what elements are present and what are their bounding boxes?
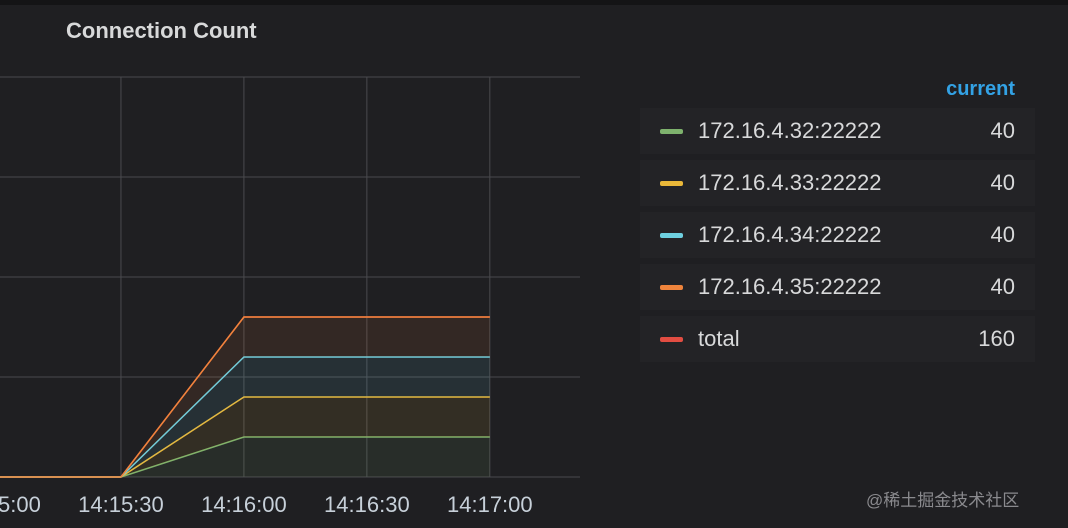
- top-band: [0, 0, 1068, 5]
- area-fill: [0, 397, 490, 477]
- legend-header: current: [946, 78, 1015, 100]
- legend-row: 172.16.4.32:22222 40: [640, 108, 1035, 154]
- x-tick-label: 14:16:00: [201, 492, 287, 517]
- x-tick-label: 14:15:00: [0, 492, 41, 517]
- legend-name: total: [698, 326, 740, 351]
- series-line: [0, 316, 490, 478]
- chart-title: Connection Count: [66, 18, 257, 43]
- x-tick-label: 14:15:30: [78, 492, 164, 517]
- legend-value: 160: [978, 326, 1015, 351]
- watermark: @稀土掘金技术社区: [866, 491, 1020, 510]
- legend-name: 172.16.4.32:22222: [698, 118, 882, 143]
- legend-value: 40: [990, 118, 1015, 143]
- legend-swatch: [660, 337, 683, 342]
- legend-name: 172.16.4.33:22222: [698, 170, 882, 195]
- legend-swatch: [660, 285, 683, 290]
- chart: Connection Count 14:15:00 14:15:30 14:16:0…: [0, 18, 580, 517]
- legend: current 172.16.4.32:22222 40 172.16.4.33:2…: [640, 70, 1035, 368]
- legend-value: 40: [990, 222, 1015, 247]
- legend-row: 172.16.4.34:22222 40: [640, 212, 1035, 258]
- legend-swatch: [660, 181, 683, 186]
- legend-row: 172.16.4.35:22222 40: [640, 264, 1035, 310]
- legend-value: 40: [990, 170, 1015, 195]
- legend-row: total 160: [640, 316, 1035, 362]
- area-fill: [0, 437, 490, 477]
- legend-swatch: [660, 233, 683, 238]
- legend-row: 172.16.4.33:22222 40: [640, 160, 1035, 206]
- legend-name: 172.16.4.34:22222: [698, 222, 882, 247]
- area-fill: [0, 317, 490, 477]
- area-fill: [0, 357, 490, 477]
- legend-swatch: [660, 129, 683, 134]
- legend-name: 172.16.4.35:22222: [698, 274, 882, 299]
- x-tick-label: 14:17:00: [447, 492, 533, 517]
- x-tick-label: 14:16:30: [324, 492, 410, 517]
- legend-value: 40: [990, 274, 1015, 299]
